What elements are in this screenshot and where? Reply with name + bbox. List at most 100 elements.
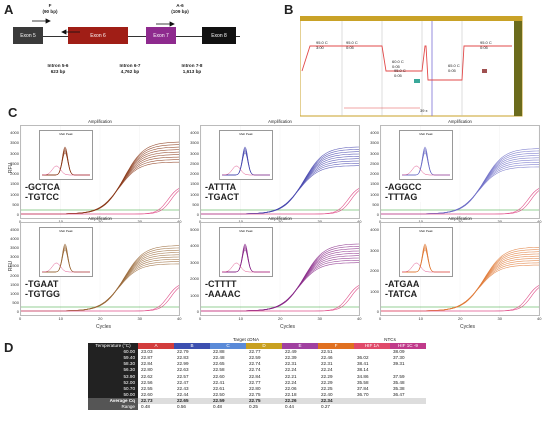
ntc-melt-curve <box>42 262 90 273</box>
y-tick-label: 4000 <box>370 227 379 232</box>
y-tick-label: 2000 <box>10 272 19 278</box>
table-row: 53.90 22.62 22.57 22.60 22.84 22.21 22.29 34.86… <box>88 373 426 380</box>
melt-peak-curves <box>402 243 450 273</box>
cq-cell: 37.59 <box>393 373 405 379</box>
row-temperature: 58.30 <box>88 361 138 368</box>
amplification-plot-5: Amplification Melt Peak -CTTTT -AAAAC 0 1000 2… <box>190 216 361 321</box>
step-4-label: 95.0 C 0:05 <box>394 68 406 78</box>
y-tick-label: 0 <box>16 212 19 217</box>
cq-cell: 22.87 <box>141 355 153 361</box>
melt-peak-inset: Melt Peak <box>399 227 453 277</box>
x-axis-label-2: Cycles <box>280 324 296 330</box>
x-tick-label: 20 <box>98 219 102 224</box>
cq-cell: 22.65 <box>213 361 225 367</box>
y-tick-label: 3500 <box>10 140 19 146</box>
temperature-header: Temperature (°C) <box>88 343 138 350</box>
exon-5: Exon 5 <box>13 27 43 44</box>
cq-cell: 22.63 <box>177 367 189 373</box>
y-tick-label: 1000 <box>190 292 199 298</box>
x-tick-label: 0 <box>19 219 21 224</box>
panel-letter-b: B <box>284 2 294 17</box>
range-cell: 0.25 <box>249 404 258 410</box>
sequence-line-1: -TGAAT <box>25 279 59 289</box>
y-tick-label: 4000 <box>10 130 19 135</box>
y-tick-label: 1500 <box>10 181 19 187</box>
cq-cell: 22.60 <box>213 373 225 379</box>
melt-peak-curve <box>402 152 450 176</box>
cq-cell: 35.38 <box>393 385 405 391</box>
ntc-melt-curve <box>222 165 270 176</box>
row-temperature: 50.00 <box>88 391 138 398</box>
cq-cell: 22.40 <box>321 391 333 397</box>
y-tick-label: 3000 <box>370 150 379 156</box>
y-tick-label: 1500 <box>370 181 379 187</box>
cq-cell: 22.84 <box>249 373 261 379</box>
average-cell <box>354 397 390 405</box>
inset-title: Melt Peak <box>239 229 253 233</box>
x-axis-label-3: Cycles <box>460 324 476 330</box>
y-tick-label: 500 <box>12 201 19 207</box>
y-tick-label: 0 <box>376 212 379 217</box>
amplification-plot-4: Amplification Melt Peak -TGAAT -TGTGG 0 500 10… <box>10 216 181 321</box>
cq-cell: 22.06 <box>285 385 297 391</box>
melt-peak-curves <box>42 146 90 176</box>
y-tick-label: 1000 <box>10 191 19 197</box>
column-header-7: HIF 1A <box>354 343 390 350</box>
y-tick-label: 2000 <box>190 171 199 176</box>
sequence-line-2: -TATCA <box>385 289 418 299</box>
plot-title: Amplification <box>448 119 472 124</box>
step-1-label: 95.0 C 3:00 <box>316 40 328 50</box>
thermal-protocol-graph <box>300 16 523 117</box>
column-header-2: B <box>174 343 210 350</box>
sequence-label: -AGGCC -TTTAG <box>385 182 422 202</box>
cq-cell: 22.50 <box>213 391 225 397</box>
y-tick-label: 2500 <box>190 160 199 166</box>
cq-cell: 22.58 <box>213 367 225 373</box>
average-label: Average Cq <box>88 397 138 405</box>
cq-cell: 22.29 <box>321 379 333 385</box>
cq-cell: 35.48 <box>393 379 405 385</box>
cq-cell: 22.59 <box>249 355 261 361</box>
ntc-curve <box>381 287 539 312</box>
y-tick-label: 2000 <box>370 268 379 273</box>
y-tick-label: 1000 <box>190 191 199 197</box>
cq-cell: 22.60 <box>141 391 153 397</box>
column-header-6: F <box>318 343 354 350</box>
sequence-label: -ATTTA -TGACT <box>205 182 239 202</box>
y-tick-label: 3000 <box>10 254 19 260</box>
exon-6: Exon 6 <box>68 27 128 44</box>
y-tick-label: 4000 <box>370 130 379 135</box>
x-tick-label: 40 <box>357 219 361 224</box>
melt-peak-inset: Melt Peak <box>399 130 453 180</box>
range-cell: 0.48 <box>213 404 222 410</box>
y-tick-label: 3000 <box>370 247 379 253</box>
cq-cell: 22.48 <box>213 355 225 361</box>
cq-cell: 38.14 <box>357 367 369 373</box>
x-tick-label: 20 <box>278 219 282 224</box>
x-tick-label: 10 <box>238 316 243 321</box>
y-tick-label: 500 <box>372 201 379 207</box>
cq-cell: 22.29 <box>321 373 333 379</box>
y-tick-label: 4500 <box>10 227 19 232</box>
exon-8-label: Exon 8 <box>211 32 227 39</box>
sequence-line-2: -TTTAG <box>385 192 418 202</box>
y-tick-label: 1000 <box>10 290 19 296</box>
average-cell: 22.26 <box>282 397 318 405</box>
range-label: Range <box>88 404 138 411</box>
y-tick-label: 2500 <box>10 160 19 166</box>
amplification-plot-1: Amplification Melt Peak -GCTCA -TGTCC 0 500 10… <box>10 119 181 224</box>
exon-7-label: Exon 7 <box>153 32 169 39</box>
cq-cell: 35.58 <box>357 379 369 385</box>
melt-peak-curves <box>222 243 270 273</box>
x-tick-label: 0 <box>379 316 382 321</box>
melt-peak-inset: Melt Peak <box>219 227 273 277</box>
cq-cell: 22.83 <box>177 355 189 361</box>
table-row: 50.70 22.55 22.43 22.61 22.80 22.06 22.25 37.84… <box>88 385 426 392</box>
sequence-line-1: -AGGCC <box>385 182 422 192</box>
cq-cell: 22.77 <box>249 379 261 385</box>
amplification-curves <box>381 223 539 315</box>
range-cell: 0.44 <box>285 404 294 410</box>
cq-cell: 22.31 <box>321 361 333 367</box>
cq-cell: 22.74 <box>249 367 261 373</box>
cq-cell: 22.41 <box>213 379 225 385</box>
